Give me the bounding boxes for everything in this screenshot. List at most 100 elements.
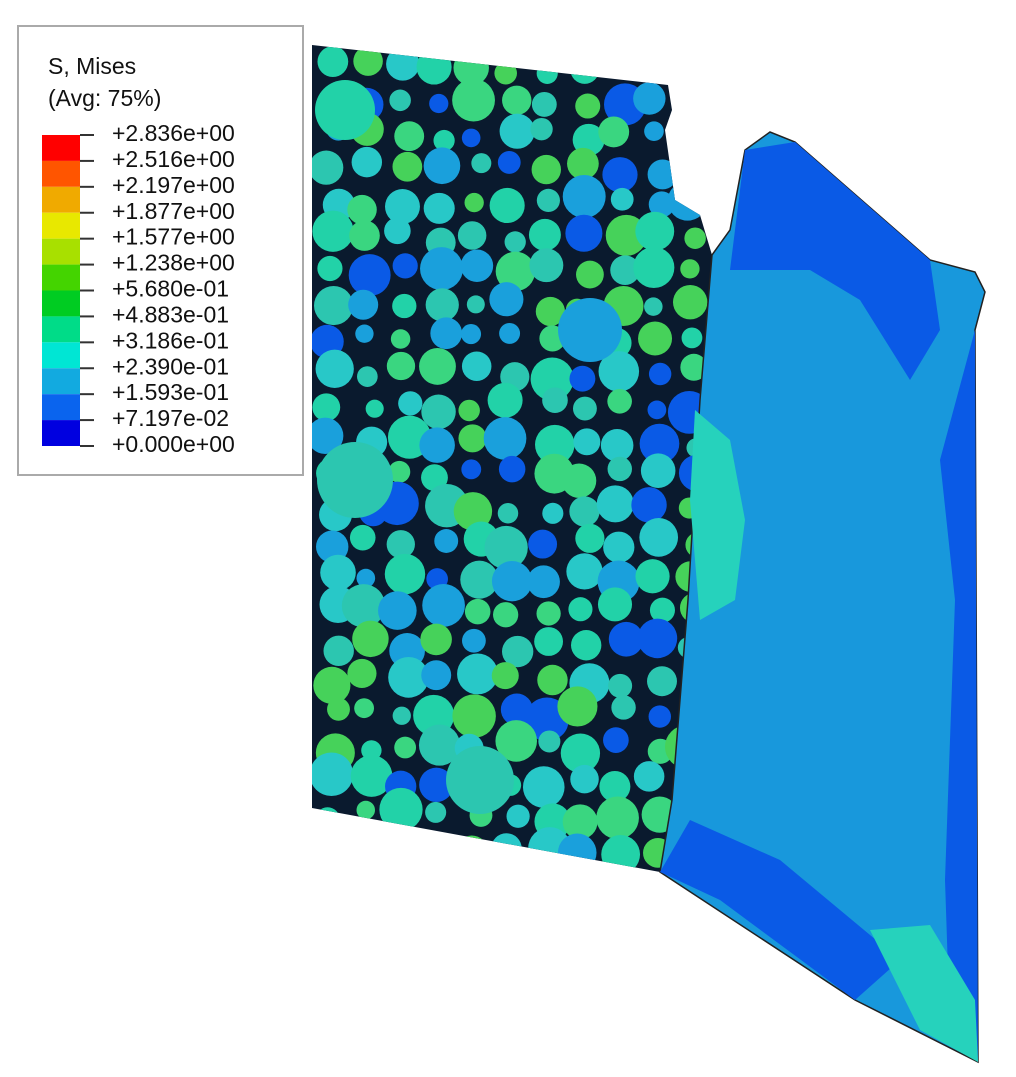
particle [603, 727, 629, 753]
particle [558, 298, 622, 362]
particle [502, 85, 532, 116]
particle [312, 417, 344, 454]
particle [570, 630, 602, 661]
particle [560, 733, 601, 773]
particle [422, 583, 465, 627]
particle [355, 324, 374, 343]
particle [316, 530, 349, 563]
particle [389, 89, 411, 112]
particle [351, 830, 390, 868]
particle [562, 175, 606, 218]
particle [483, 417, 527, 460]
particle [648, 705, 672, 728]
particle [317, 255, 343, 282]
particle [506, 804, 530, 828]
particle [384, 553, 426, 595]
particle [365, 399, 384, 418]
particle [596, 485, 634, 523]
particle [420, 247, 464, 291]
particle [379, 787, 423, 832]
particle [529, 248, 564, 283]
particle [471, 153, 492, 174]
particle [349, 220, 380, 251]
color-band [42, 316, 80, 343]
particle [457, 653, 498, 695]
particle [390, 329, 411, 349]
particle [354, 698, 375, 719]
particle [530, 117, 553, 141]
color-band [42, 368, 80, 395]
color-band [42, 264, 80, 291]
particle [493, 602, 519, 628]
particle [672, 284, 708, 320]
level-label: +2.836e+00 [112, 120, 235, 146]
particle [392, 151, 423, 182]
particle [527, 565, 560, 599]
particle [495, 720, 537, 762]
particle [384, 217, 411, 245]
particle [460, 249, 494, 282]
particle [528, 529, 558, 559]
particle [356, 800, 376, 820]
color-band [42, 160, 80, 187]
particle [461, 128, 481, 148]
particle [557, 833, 597, 872]
particle [320, 554, 356, 591]
particle [452, 78, 495, 122]
particle [635, 211, 675, 251]
particle [388, 657, 429, 698]
level-label: +7.197e-02 [112, 405, 229, 431]
particle [446, 746, 514, 814]
particle [388, 842, 411, 864]
particle [423, 192, 455, 224]
particle [392, 253, 418, 279]
particle [500, 693, 533, 726]
particle [537, 664, 568, 696]
particle [491, 662, 519, 690]
particle [348, 254, 391, 297]
particle [491, 561, 533, 602]
particle [528, 218, 561, 251]
model [312, 45, 986, 1064]
particle [323, 635, 354, 667]
block-dark-bottom [660, 820, 900, 1000]
particle [522, 766, 565, 808]
particle [416, 49, 452, 85]
particle [570, 54, 600, 84]
particle [680, 259, 700, 279]
particle [566, 553, 603, 590]
particle [315, 80, 375, 140]
particle [684, 227, 706, 249]
particle [434, 529, 459, 553]
particle [538, 730, 561, 753]
particle [498, 455, 526, 483]
particle [394, 121, 425, 152]
particles [312, 46, 712, 872]
color-scale: +2.836e+00+2.516e+00+2.197e+00+1.877e+00… [42, 120, 235, 457]
particle [557, 686, 598, 727]
particle [680, 353, 708, 381]
particle [569, 496, 600, 527]
particle [611, 695, 636, 720]
particle [491, 833, 522, 864]
particle [350, 755, 393, 797]
particle [601, 835, 641, 872]
particle [640, 453, 676, 488]
particle [455, 835, 489, 869]
particle [639, 423, 680, 464]
particle [464, 192, 484, 213]
particle [542, 502, 564, 524]
particle [312, 150, 344, 185]
particle [419, 347, 456, 385]
particle [352, 620, 389, 658]
level-label: +1.593e-01 [112, 379, 229, 405]
particle [386, 530, 415, 559]
particle [535, 424, 575, 465]
particle [598, 116, 630, 148]
particle [536, 188, 560, 213]
particle [602, 157, 638, 193]
particle [576, 260, 604, 289]
legend: S, Mises (Avg: 75%) +2.836e+00+2.516e+00… [17, 25, 304, 476]
particle [317, 46, 349, 77]
